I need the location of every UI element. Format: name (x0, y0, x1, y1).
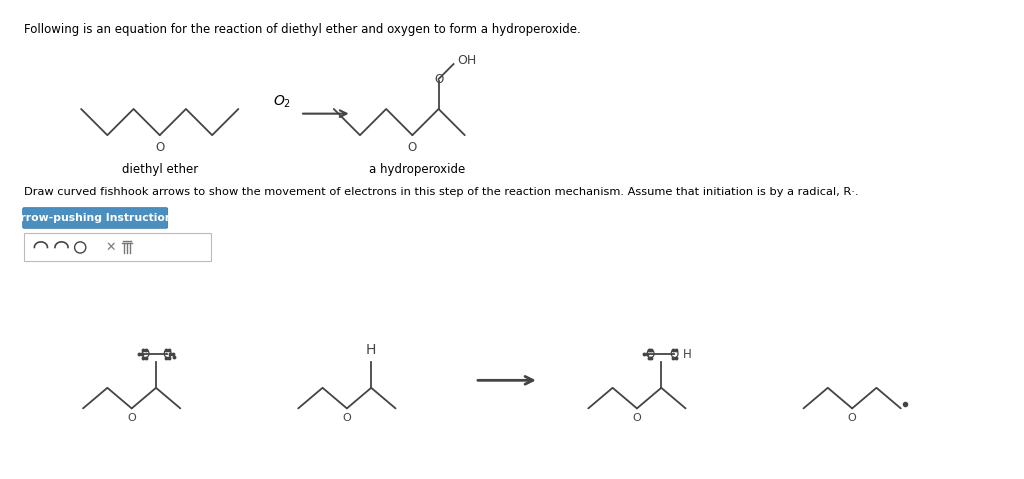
FancyBboxPatch shape (25, 233, 211, 262)
Text: O: O (848, 413, 856, 423)
FancyBboxPatch shape (23, 208, 168, 228)
Text: O: O (434, 72, 443, 86)
Text: O: O (127, 413, 136, 423)
Text: O: O (408, 141, 417, 154)
Text: $O_2$: $O_2$ (273, 93, 292, 110)
Text: O: O (342, 413, 351, 423)
Text: Arrow-pushing Instructions: Arrow-pushing Instructions (11, 213, 178, 223)
Text: a hydroperoxide: a hydroperoxide (369, 163, 465, 176)
Text: O: O (633, 413, 641, 423)
Text: O: O (163, 348, 172, 361)
Text: H: H (683, 348, 691, 361)
Text: O: O (670, 348, 679, 361)
Text: diethyl ether: diethyl ether (122, 163, 198, 176)
Text: Draw curved fishhook arrows to show the movement of electrons in this step of th: Draw curved fishhook arrows to show the … (25, 187, 858, 197)
Text: O: O (645, 348, 654, 361)
Text: O: O (140, 348, 150, 361)
Circle shape (75, 242, 86, 253)
Text: O: O (155, 141, 165, 154)
Text: Following is an equation for the reaction of diethyl ether and oxygen to form a : Following is an equation for the reactio… (25, 23, 581, 36)
Text: ✕: ✕ (105, 241, 117, 254)
Text: OH: OH (458, 54, 476, 67)
Text: H: H (366, 343, 377, 357)
